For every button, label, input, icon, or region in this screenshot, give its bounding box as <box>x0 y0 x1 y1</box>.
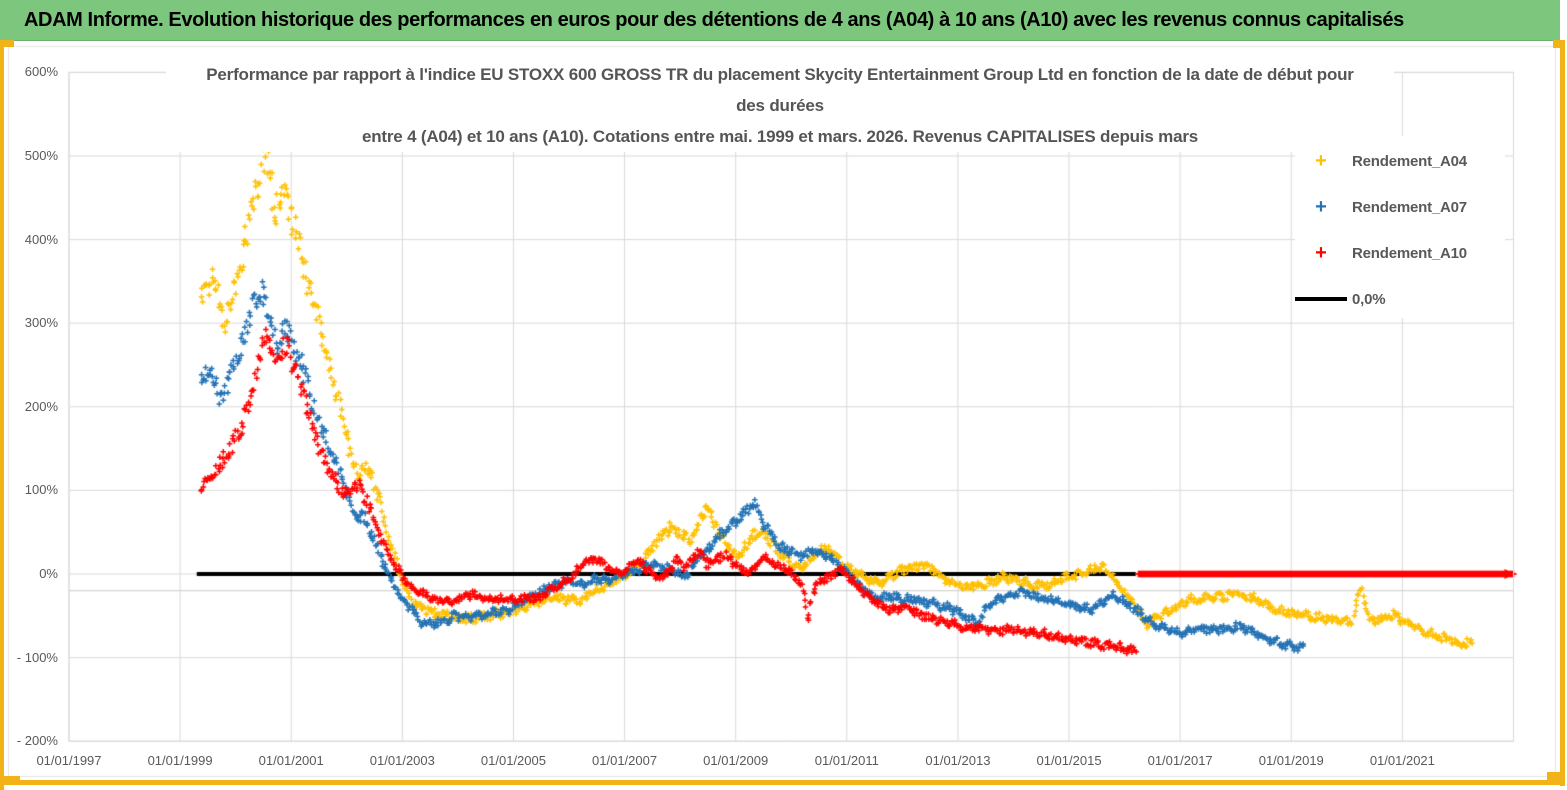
chart-legend: + Rendement_A04 + Rendement_A07 + Rendement_A… <box>1295 136 1505 318</box>
y-tick-label: 0% <box>39 566 58 581</box>
range-border-left <box>0 40 4 790</box>
y-tick-label: - 100% <box>16 649 58 665</box>
range-border-corner-br <box>1547 772 1565 785</box>
chart-title-line3: entre 4 (A04) et 10 ans (A10). Cotations… <box>361 127 1199 146</box>
range-border-bottom <box>0 780 1565 785</box>
line-marker-icon <box>1295 297 1347 301</box>
y-tick-label: 200% <box>24 398 58 414</box>
legend-item-rendement-a07[interactable]: + Rendement_A07 <box>1295 194 1467 220</box>
x-tick-label: 01/01/2019 <box>1258 753 1324 768</box>
chart-title: Performance par rapport à l'indice EU ST… <box>166 59 1394 152</box>
x-tick-label: 01/01/1997 <box>36 753 102 768</box>
legend-label: 0,0% <box>1352 290 1386 308</box>
x-tick-label: 01/01/1999 <box>147 753 213 768</box>
x-tick-label: 01/01/2013 <box>925 753 991 768</box>
range-border-corner-bl <box>0 776 20 785</box>
x-tick-label: 01/01/2003 <box>369 753 435 768</box>
x-tick-label: 01/01/2015 <box>1036 753 1102 768</box>
plus-marker-icon: + <box>1315 242 1327 264</box>
x-tick-label: 01/01/2021 <box>1369 753 1435 768</box>
y-tick-label: 400% <box>24 231 58 247</box>
chart-title-line2: des durées <box>736 96 824 115</box>
legend-label: Rendement_A10 <box>1352 244 1467 262</box>
plus-marker-icon: + <box>1315 150 1327 172</box>
legend-label: Rendement_A04 <box>1352 152 1467 170</box>
range-border-right <box>1560 40 1565 786</box>
x-tick-label: 01/01/2007 <box>592 753 658 768</box>
x-tick-label: 01/01/2009 <box>703 753 769 768</box>
y-tick-label: 100% <box>24 482 58 498</box>
chart-title-line1: Performance par rapport à l'indice EU ST… <box>206 65 1354 84</box>
y-tick-label: 600% <box>24 64 58 80</box>
range-border-corner-tr <box>1553 40 1565 48</box>
plus-marker-icon: + <box>1315 196 1327 218</box>
y-tick-label: - 200% <box>16 733 58 749</box>
x-tick-label: 01/01/2005 <box>480 753 546 768</box>
legend-item-rendement-a10[interactable]: + Rendement_A10 <box>1295 240 1467 266</box>
y-tick-label: 500% <box>24 148 58 163</box>
legend-item-0-0-[interactable]: 0,0% <box>1295 286 1386 312</box>
x-tick-label: 01/01/2001 <box>258 753 324 768</box>
x-tick-label: 01/01/2011 <box>814 753 879 768</box>
range-border-corner-tl <box>0 40 14 47</box>
legend-label: Rendement_A07 <box>1352 198 1467 216</box>
y-tick-label: 300% <box>24 315 58 331</box>
legend-item-rendement-a04[interactable]: + Rendement_A04 <box>1295 148 1467 174</box>
x-tick-label: 01/01/2017 <box>1147 753 1213 768</box>
